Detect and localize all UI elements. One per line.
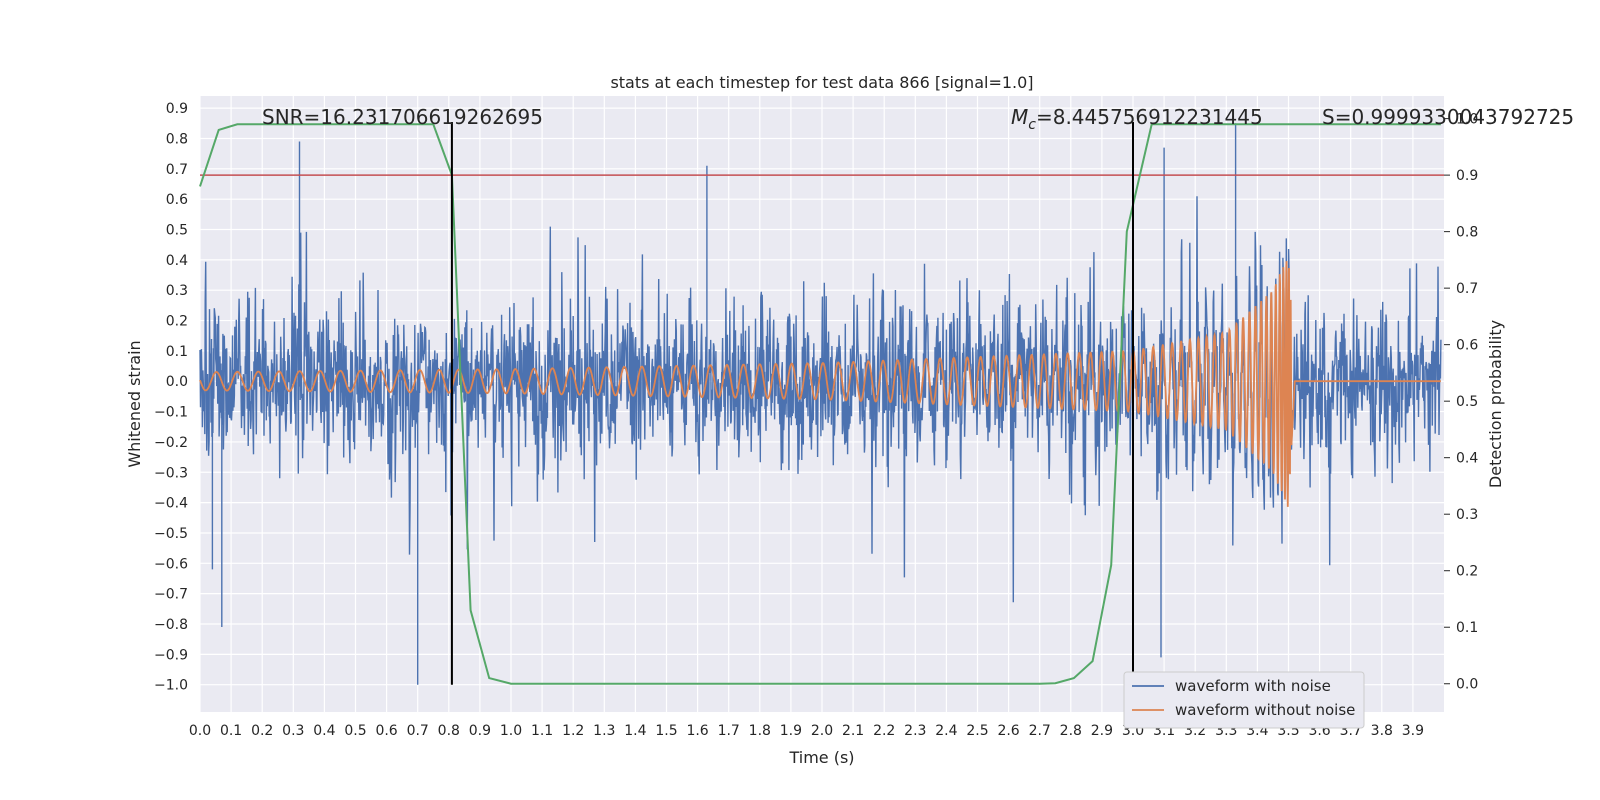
y-tick-label: −0.1 — [154, 405, 188, 421]
x-axis-label: Time (s) — [788, 748, 854, 767]
waveform-with-noise-line — [199, 123, 1442, 685]
y-tick-label: 0.9 — [166, 101, 188, 117]
overlays — [199, 122, 1444, 685]
x-tick-label: 0.2 — [251, 723, 273, 739]
chart-title: stats at each timestep for test data 866… — [610, 73, 1033, 92]
y-tick-label: 0.3 — [166, 283, 188, 299]
x-tick-label: 2.4 — [935, 723, 957, 739]
x-tick-label: 0.4 — [313, 723, 335, 739]
y-tick-label: 0.8 — [166, 131, 188, 147]
y-tick-label: −0.6 — [154, 556, 188, 572]
x-tick-label: 0.7 — [407, 723, 429, 739]
x-tick-label: 1.9 — [780, 723, 802, 739]
x-tick-label: 1.4 — [624, 723, 646, 739]
s-annotation: S=0.9999330043792725 — [1322, 105, 1574, 129]
y-tick-label: −0.3 — [154, 465, 188, 481]
waveform-without-noise-line — [199, 261, 1441, 507]
x-tick-label: 2.0 — [811, 723, 833, 739]
x-tick-label: 0.9 — [469, 723, 491, 739]
y-tick-label: −0.5 — [154, 526, 188, 542]
x-tick-label: 0.8 — [438, 723, 460, 739]
y2-tick-label: 0.5 — [1456, 394, 1478, 410]
y2-tick-label: 1.0 — [1456, 112, 1478, 128]
y2-tick-label: 0.3 — [1456, 507, 1478, 523]
y-tick-label: −1.0 — [154, 678, 188, 694]
x-tick-label: 0.1 — [220, 723, 242, 739]
y-axis-label: Whitened strain — [125, 340, 144, 467]
x-tick-label: 2.5 — [966, 723, 988, 739]
x-tick-label: 1.6 — [686, 723, 708, 739]
y2-tick-label: 0.6 — [1456, 338, 1478, 354]
series-waveform-with-noise — [199, 123, 1442, 685]
y-tick-label: −0.7 — [154, 587, 188, 603]
y-tick-label: −0.4 — [154, 496, 188, 512]
x-tick-label: 1.1 — [531, 723, 553, 739]
x-tick-label: 1.0 — [500, 723, 522, 739]
y-tick-label: 0.7 — [166, 162, 188, 178]
legend-label-noisy: waveform with noise — [1175, 677, 1331, 695]
x-tick-label: 1.2 — [562, 723, 584, 739]
detection-probability-line — [199, 123, 1441, 685]
x-tick-label: 1.7 — [718, 723, 740, 739]
x-tick-label: 1.3 — [593, 723, 615, 739]
y-tick-label: 0.0 — [166, 374, 188, 390]
y-tick-label: 0.6 — [166, 192, 188, 208]
y2-tick-label: 0.9 — [1456, 168, 1478, 184]
y-tick-label: −0.9 — [154, 647, 188, 663]
legend-label-clean: waveform without noise — [1175, 701, 1355, 719]
y2-axis-label: Detection probability — [1486, 320, 1505, 488]
x-tick-label: 0.5 — [344, 723, 366, 739]
y2-tick-label: 0.0 — [1456, 677, 1478, 693]
x-tick-label: 2.3 — [904, 723, 926, 739]
x-tick-label: 2.9 — [1091, 723, 1113, 739]
x-tick-label: 2.2 — [873, 723, 895, 739]
y2-tick-label: 0.4 — [1456, 451, 1478, 467]
y-tick-label: −0.8 — [154, 617, 188, 633]
x-tick-label: 3.9 — [1402, 723, 1424, 739]
mc-symbol: M — [1011, 105, 1028, 129]
y-tick-label: 0.4 — [166, 253, 188, 269]
x-tick-label: 0.0 — [189, 723, 211, 739]
x-tick-label: 1.8 — [749, 723, 771, 739]
y-tick-label: 0.2 — [166, 314, 188, 330]
x-tick-label: 2.1 — [842, 723, 864, 739]
legend-box — [1123, 671, 1365, 729]
x-tick-label: 3.8 — [1371, 723, 1393, 739]
x-tick-label: 2.8 — [1060, 723, 1082, 739]
series-waveform-without-noise — [199, 261, 1441, 507]
x-tick-label: 0.6 — [375, 723, 397, 739]
y2-tick-label: 0.2 — [1456, 564, 1478, 580]
x-tick-label: 2.6 — [997, 723, 1019, 739]
x-tick-label: 1.5 — [655, 723, 677, 739]
y-tick-label: 0.1 — [166, 344, 188, 360]
x-tick-label: 0.3 — [282, 723, 304, 739]
y-tick-label: 0.5 — [166, 223, 188, 239]
y2-tick-label: 0.8 — [1456, 225, 1478, 241]
y2-tick-label: 0.7 — [1456, 281, 1478, 297]
mc-subscript: c — [1028, 117, 1036, 133]
legend: waveform with noise waveform without noi… — [1123, 671, 1365, 729]
mc-annotation: Mc=8.445756912231445 — [1011, 105, 1263, 133]
snr-annotation: SNR=16.231706619262695 — [262, 105, 543, 129]
y-tick-label: −0.2 — [154, 435, 188, 451]
x-tick-label: 2.7 — [1029, 723, 1051, 739]
y2-tick-label: 0.1 — [1456, 620, 1478, 636]
mc-value: =8.445756912231445 — [1036, 105, 1263, 129]
